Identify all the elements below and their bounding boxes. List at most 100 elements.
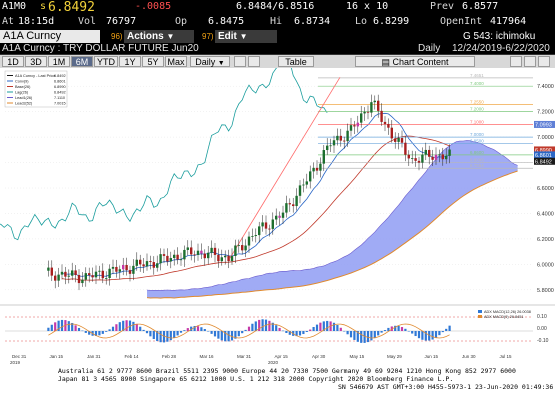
macd-bar — [50, 324, 53, 331]
macd-bar — [424, 331, 427, 341]
candle-body — [332, 140, 336, 146]
candle-body — [271, 219, 274, 229]
macd-bar — [431, 331, 434, 340]
y-tick-label: 6.2000 — [537, 237, 554, 243]
macd-bar — [84, 331, 87, 333]
macd-axis-label: 0.10 — [537, 314, 547, 320]
open-value: 6.8475 — [208, 16, 245, 27]
line-chart-icon[interactable] — [234, 56, 246, 67]
candle-body — [397, 138, 400, 142]
macd-bar — [285, 331, 288, 333]
macd-bar — [343, 330, 346, 332]
tab-1d[interactable]: 1D — [2, 56, 24, 67]
candle-body — [370, 102, 373, 113]
chart-content-button[interactable]: ▤ Chart Content — [355, 56, 475, 67]
draw-tools-icon[interactable] — [248, 56, 260, 67]
x-tick-label: Jun 30 — [462, 354, 476, 359]
x-tick-label: Apr 15 — [275, 354, 289, 359]
macd-bar — [254, 321, 257, 331]
candle-body — [128, 270, 132, 274]
tab-3d[interactable]: 3D — [25, 56, 47, 67]
close-icon[interactable] — [538, 56, 550, 67]
low-label: Lo — [355, 16, 368, 27]
candle-body — [135, 259, 138, 266]
price-tag — [534, 146, 555, 154]
macd-bar — [111, 326, 115, 331]
candle-body — [47, 267, 50, 271]
tab-6m[interactable]: 6M — [71, 56, 93, 67]
y-tick-label: 7.0000 — [537, 135, 554, 141]
openint-value: 417964 — [490, 16, 527, 27]
gear-icon[interactable] — [510, 56, 522, 67]
macd-bar — [421, 331, 424, 340]
candle-body — [152, 262, 155, 268]
candle-body — [244, 245, 247, 251]
grid — [5, 85, 533, 291]
tab-1y[interactable]: 1Y — [119, 56, 141, 67]
fibonacci-levels: 7.4651 7.4000 7.2550 7.2000 7.1000 7.00006.95… — [229, 73, 533, 259]
chevron-down-icon: ▼ — [239, 32, 248, 41]
footer-line-2: Japan 81 3 4565 8900 Singapore 65 6212 1… — [58, 375, 454, 383]
candle-body — [145, 261, 149, 267]
candle-body — [346, 130, 349, 142]
edit-menu[interactable]: Edit ▼ — [215, 30, 277, 43]
macd-bar — [77, 327, 81, 331]
table-button[interactable]: Table — [278, 56, 314, 67]
tab-max[interactable]: Max — [165, 56, 187, 67]
tab-5y[interactable]: 5Y — [142, 56, 164, 67]
x-tick-label: Dec 31 — [12, 354, 27, 359]
fib-level-label: 7.2000 — [470, 107, 484, 112]
tab-ytd[interactable]: YTD — [94, 56, 118, 67]
frequency-select[interactable]: Daily ▼ — [190, 56, 230, 67]
legend-value: 6.8492 — [54, 91, 66, 95]
zoom-icon[interactable] — [524, 56, 536, 67]
macd-bar — [247, 326, 251, 331]
title-bar: A1A Curncy : TRY DOLLAR FUTURE Jun20 Dai… — [0, 43, 555, 55]
chart-area: 7.4651 7.4000 7.2550 7.2000 7.1000 7.0000 6.95… — [0, 49, 555, 400]
macd-bar — [88, 331, 91, 335]
candle-body — [115, 266, 118, 272]
macd-legend-label: ADX MACD(12,26) 26.0038 — [484, 310, 531, 314]
candle-body — [227, 255, 230, 262]
candle-body — [234, 245, 237, 257]
macd-bar — [196, 326, 200, 331]
base-line — [61, 135, 450, 281]
macd-bar — [397, 325, 400, 331]
ichimoku-chart[interactable]: 7.46517.40007.25507.20007.10007.00006.95… — [0, 49, 555, 366]
macd-bar — [373, 331, 376, 339]
candle-body — [298, 185, 302, 196]
candle-body — [122, 265, 125, 270]
edit-code: 97) — [202, 32, 214, 41]
candle-body — [81, 279, 84, 284]
actions-menu[interactable]: Actions ▼ — [124, 30, 194, 43]
candle-body — [281, 212, 285, 218]
macd-bar — [434, 331, 438, 338]
candle-body — [434, 154, 438, 160]
bid-ask-size: 16 x 10 — [346, 1, 389, 12]
candle-body — [315, 167, 319, 171]
macd-bar — [122, 320, 125, 331]
range-toolbar: 1D 3D 1M 6M YTD 1Y 5Y Max Daily ▼ Table … — [0, 55, 555, 68]
x-tick-label: Jun 15 — [425, 354, 439, 359]
candle-body — [339, 135, 342, 141]
tab-1m[interactable]: 1M — [48, 56, 70, 67]
quote-row-2: At 18:15d Vol 76797 Op 6.8475 Hi 6.8734 … — [0, 15, 555, 30]
candle-body — [366, 111, 370, 113]
candle-body — [84, 273, 87, 280]
candle-body — [431, 156, 434, 160]
macd-bar — [241, 331, 244, 334]
macd-signal-line — [48, 323, 450, 339]
candle-body — [91, 275, 94, 278]
macd-legend-label: ADX MACD(9) 26.8451 — [484, 315, 523, 319]
candle-body — [77, 274, 81, 284]
security-field[interactable]: A1A Curncy — [0, 30, 100, 43]
macd-bar — [319, 322, 322, 331]
candle-body — [258, 226, 261, 236]
candle-body — [125, 265, 128, 271]
candle-body — [166, 255, 169, 262]
macd-bar — [438, 331, 441, 336]
x-tick-label: Feb 14 — [125, 354, 140, 359]
macd-bar — [363, 331, 366, 343]
macd-bar — [207, 331, 210, 332]
time-value: 18:15d — [18, 16, 55, 27]
